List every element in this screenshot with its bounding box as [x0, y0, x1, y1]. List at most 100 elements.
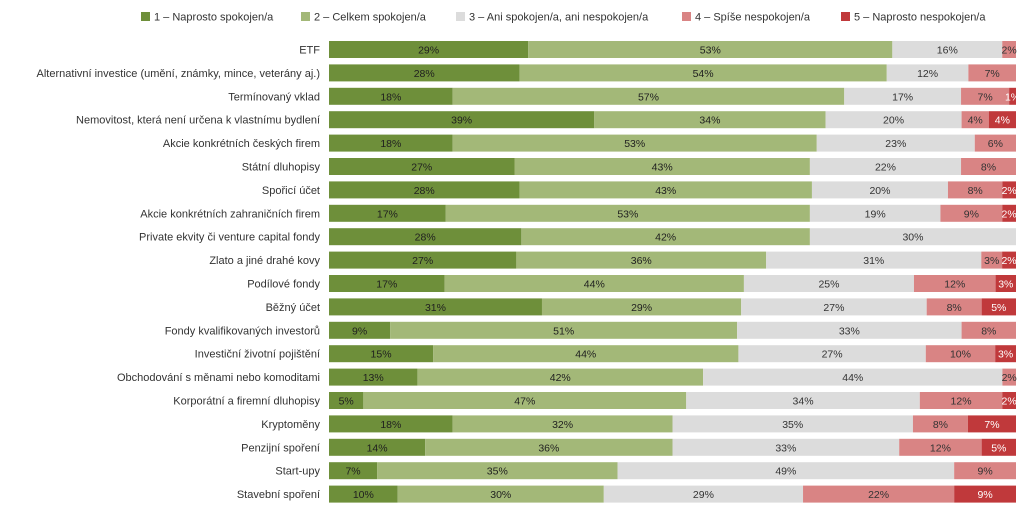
- data-label: 5%: [991, 302, 1006, 314]
- bar-segment: [995, 275, 1016, 292]
- data-label: 8%: [981, 162, 996, 174]
- data-label: 2%: [1002, 208, 1017, 220]
- bar-segment: [519, 64, 887, 82]
- bar-segment: [981, 438, 1016, 456]
- data-label: 31%: [425, 302, 446, 314]
- bar-row: 18% 32% 35% 8% 7%: [329, 415, 1016, 433]
- bar-segment: [541, 298, 742, 316]
- data-label: 34%: [793, 396, 814, 408]
- bar-segment: [899, 438, 982, 456]
- data-label: 12%: [917, 68, 938, 80]
- data-label: 13%: [363, 372, 384, 384]
- bar-segment: [445, 204, 810, 222]
- bar-segment: [961, 111, 989, 129]
- data-label: 30%: [490, 489, 511, 501]
- bar-row: 29% 53% 16% 2%: [329, 41, 1017, 58]
- bar-row: 7% 35% 49% 9%: [329, 462, 1016, 480]
- bar-segment: [329, 298, 542, 316]
- bar-segment: [1002, 392, 1016, 409]
- data-label: 15%: [371, 349, 392, 361]
- bar-segment: [741, 298, 927, 316]
- bar-segment: [329, 438, 426, 456]
- bar-segment: [329, 368, 418, 386]
- bar-segment: [925, 345, 996, 363]
- bar-segment: [1002, 181, 1016, 199]
- bar-segment: [892, 41, 1003, 58]
- bar-segment: [961, 158, 1016, 175]
- bar-segment: [926, 298, 982, 316]
- data-label: 20%: [883, 115, 904, 127]
- data-label: 57%: [638, 91, 659, 103]
- bar-segment: [811, 181, 948, 199]
- bar-segment: [452, 134, 817, 152]
- data-label: 42%: [655, 232, 676, 244]
- category-label: Státní dluhopisy: [242, 162, 321, 174]
- bar-segment: [967, 415, 1016, 433]
- data-label: 3%: [998, 349, 1013, 361]
- data-label: 44%: [842, 372, 863, 384]
- data-label: 31%: [863, 255, 884, 267]
- bar-segment: [452, 87, 845, 105]
- data-label: 44%: [584, 279, 605, 291]
- data-label: 53%: [700, 45, 721, 57]
- legend-item: 3 – Ani spokojen/a, ani nespokojen/a: [456, 12, 649, 24]
- legend-item: 4 – Spíše nespokojen/a: [682, 12, 811, 24]
- data-label: 27%: [822, 349, 843, 361]
- data-label: 20%: [869, 185, 890, 197]
- bar-segment: [329, 321, 391, 339]
- bar-segment: [947, 181, 1003, 199]
- bar-segment: [809, 158, 962, 175]
- bar-segment: [452, 415, 673, 433]
- bar-segment: [995, 345, 1016, 363]
- data-label: 27%: [411, 162, 432, 174]
- data-label: 36%: [631, 255, 652, 267]
- bar-row: 15% 44% 27% 10% 3%: [329, 345, 1016, 363]
- data-label: 14%: [367, 442, 388, 454]
- bar-row: 39% 34% 20% 4% 4%: [329, 111, 1016, 129]
- category-label: Investiční životní pojištění: [195, 349, 320, 361]
- data-label: 22%: [868, 489, 889, 501]
- data-label: 10%: [353, 489, 374, 501]
- bar-segment: [425, 438, 673, 456]
- bar-segment: [940, 204, 1003, 222]
- data-label: 10%: [950, 349, 971, 361]
- data-label: 7%: [977, 91, 992, 103]
- data-label: 12%: [951, 396, 972, 408]
- bar-row: 5% 47% 34% 12% 2%: [329, 392, 1017, 409]
- data-label: 9%: [977, 489, 992, 501]
- bar-row: 27% 36% 31% 3% 2%: [329, 251, 1017, 269]
- data-label: 32%: [552, 419, 573, 431]
- bar-row: 18% 53% 23% 6%: [329, 134, 1016, 152]
- data-label: 4%: [995, 115, 1010, 127]
- data-label: 36%: [538, 442, 559, 454]
- data-label: 2%: [1001, 255, 1016, 267]
- bar-segment: [981, 251, 1003, 269]
- data-label: 18%: [380, 91, 401, 103]
- data-label: 28%: [414, 68, 435, 80]
- data-label: 17%: [376, 279, 397, 291]
- category-label: Nemovitost, která není určena k vlastním…: [76, 115, 320, 127]
- data-label: 4%: [968, 115, 983, 127]
- bar-row: 31% 29% 27% 8% 5%: [329, 298, 1016, 316]
- bar-segment: [968, 64, 1016, 82]
- bar-segment: [617, 462, 955, 480]
- bar-segment: [329, 415, 453, 433]
- bar-segment: [329, 251, 517, 269]
- bar-segment: [329, 228, 522, 246]
- bar-segment: [514, 158, 810, 175]
- bar-segment: [329, 87, 453, 105]
- bar-segment: [672, 438, 900, 456]
- data-label: 18%: [380, 419, 401, 431]
- data-label: 17%: [892, 91, 913, 103]
- legend-swatch: [141, 12, 150, 21]
- legend-swatch: [841, 12, 850, 21]
- data-label: 7%: [984, 419, 999, 431]
- bar-segment: [737, 321, 962, 339]
- category-label: Spořicí účet: [262, 185, 320, 197]
- data-label: 5%: [991, 442, 1006, 454]
- data-label: 18%: [380, 138, 401, 150]
- data-label: 42%: [550, 372, 571, 384]
- data-label: 8%: [933, 419, 948, 431]
- data-label: 9%: [964, 208, 979, 220]
- bar-segment: [329, 41, 529, 58]
